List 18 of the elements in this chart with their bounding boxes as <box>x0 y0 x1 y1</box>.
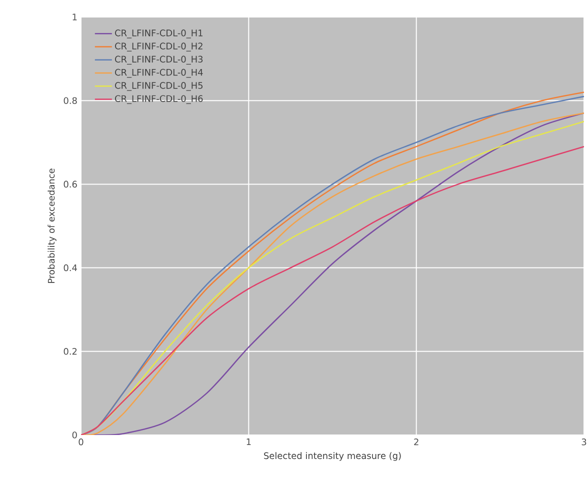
legend-label: CR_LFINF-CDL-0_H1 <box>115 30 202 38</box>
legend-label: CR_LFINF-CDL-0_H5 <box>115 82 203 91</box>
legend-label: CR_LFINF-CDL-0_H3 <box>115 56 203 65</box>
x-axis-title: Selected intensity measure (g) <box>264 452 401 461</box>
x-tick-label: 2 <box>414 438 418 446</box>
legend-label: CR_LFINF-CDL-0_H6 <box>115 95 203 104</box>
y-tick-label: 0.8 <box>64 97 77 104</box>
x-tick-label: 1 <box>246 438 251 446</box>
x-tick-label: 3 <box>582 438 586 446</box>
x-tick-label: 0 <box>78 438 84 446</box>
y-axis-title: Probability of exceedance <box>48 168 56 283</box>
y-tick-label: 0.2 <box>64 348 77 355</box>
y-tick-label: 0.6 <box>64 180 77 188</box>
y-tick-label: 0.4 <box>64 264 77 272</box>
legend-label: CR_LFINF-CDL-0_H4 <box>115 68 203 78</box>
y-tick-label: 1 <box>72 14 77 20</box>
y-tick-label: 0 <box>72 432 77 438</box>
legend-label: CR_LFINF-CDL-0_H2 <box>115 42 202 52</box>
